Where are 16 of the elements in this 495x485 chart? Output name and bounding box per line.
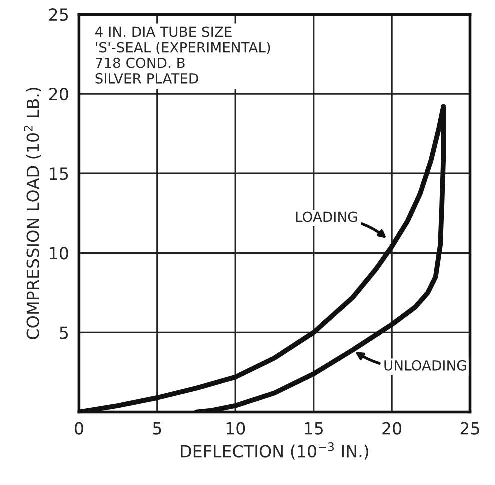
annotation: LOADING (296, 212, 358, 222)
y-axis-title: COMPRESSION LOAD (10$^{2}$ LB.) (24, 88, 42, 340)
x-tick-label: 20 (382, 422, 402, 435)
y-tick-label: 25 (49, 8, 68, 22)
y-tick-label: 10 (50, 247, 68, 260)
annotation: 4 IN. DIA TUBE SIZE 'S'-SEAL (EXPERIMENTAL) 718 COND. B SILVER PLATED (96, 26, 270, 84)
x-tick-label: 15 (305, 422, 323, 435)
y-tick-label: 20 (49, 88, 68, 101)
x-axis-title: DEFLECTION (10$^{−3}$ IN.) (181, 442, 368, 460)
x-tick-label: 10 (226, 422, 246, 435)
x-tick-label: 0 (74, 422, 84, 435)
y-tick-label: 5 (60, 326, 68, 340)
annotation: UNLOADING (384, 360, 466, 371)
y-tick-label: 15 (50, 168, 68, 180)
x-tick-label: 25 (460, 422, 480, 435)
x-tick-label: 5 (153, 422, 162, 435)
